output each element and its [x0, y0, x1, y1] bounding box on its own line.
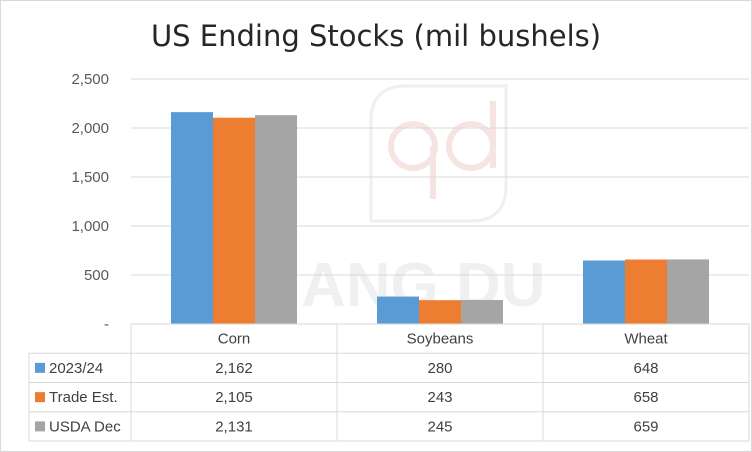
- y-tick-label: 1,500: [71, 169, 109, 186]
- bar: [377, 296, 419, 324]
- bar: [213, 117, 255, 325]
- legend-series-name: USDA Dec: [49, 418, 121, 435]
- bar: [583, 260, 625, 324]
- bar: [255, 115, 297, 324]
- y-tick-label: 500: [84, 267, 109, 284]
- y-tick-label: -: [104, 316, 109, 333]
- x-category-label: Soybeans: [407, 331, 474, 348]
- x-category-label: Corn: [218, 331, 251, 348]
- data-table-value: 648: [633, 360, 658, 377]
- bar: [419, 300, 461, 324]
- x-category-label: Wheat: [624, 331, 668, 348]
- legend-series-name: Trade Est.: [49, 389, 118, 406]
- legend-key: [35, 421, 45, 432]
- legend-series-name: 2023/24: [49, 360, 103, 377]
- y-tick-label: 2,500: [71, 71, 109, 88]
- bar: [667, 259, 709, 324]
- bar: [171, 112, 213, 325]
- data-table-value: 2,105: [215, 389, 253, 406]
- y-tick-label: 2,000: [71, 120, 109, 137]
- bar: [625, 259, 667, 324]
- chart-title: US Ending Stocks (mil bushels): [150, 19, 602, 53]
- data-table-value: 659: [633, 418, 658, 435]
- data-table-value: 243: [427, 389, 452, 406]
- data-table-value: 280: [427, 360, 452, 377]
- legend-key: [35, 392, 45, 403]
- data-table-value: 2,162: [215, 360, 253, 377]
- data-table-value: 2,131: [215, 418, 253, 435]
- bar: [461, 299, 503, 324]
- y-tick-label: 1,000: [71, 218, 109, 235]
- legend-key: [35, 362, 45, 373]
- data-table-value: 658: [633, 389, 658, 406]
- data-table-value: 245: [427, 418, 452, 435]
